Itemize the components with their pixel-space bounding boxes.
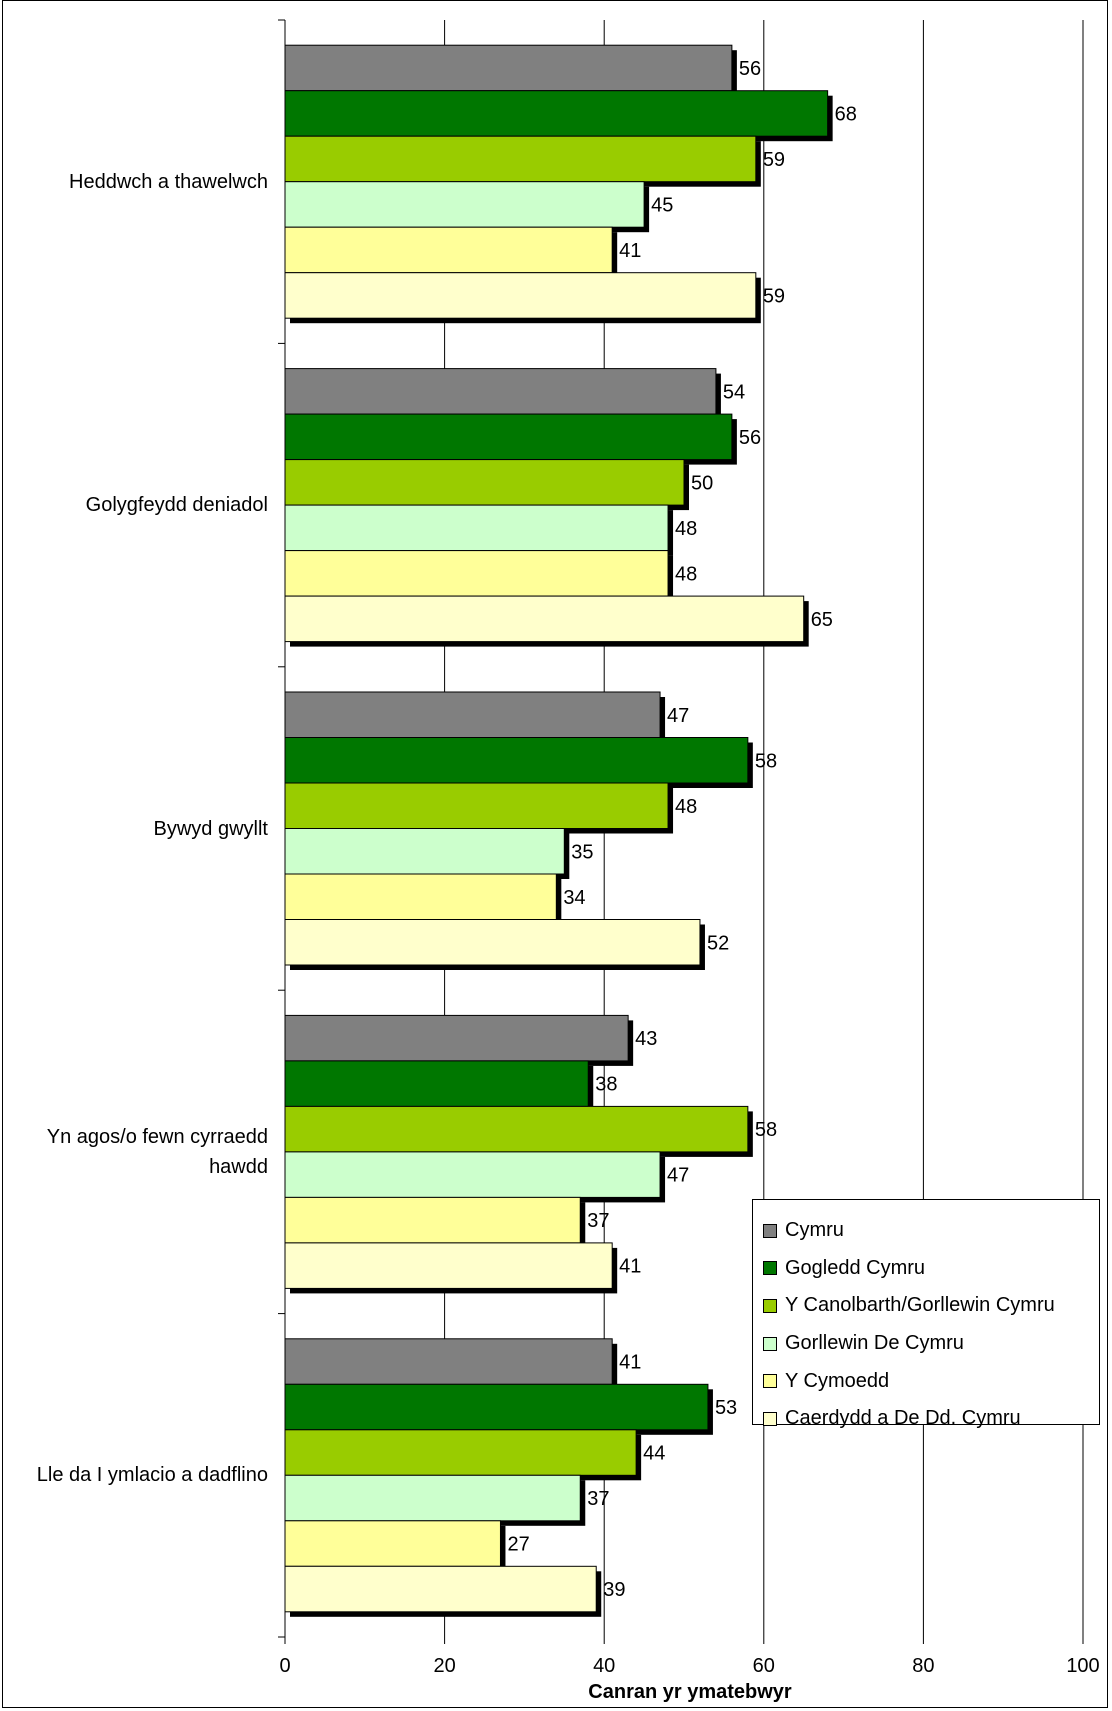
bar-value-label: 43 [635,1028,657,1050]
bar [284,595,805,643]
category-label: Heddwch a thawelwch [69,170,268,193]
legend-label: Caerdydd a De Dd. Cymru [785,1407,1021,1430]
category-label: Yn agos/o fewn cyrraedd hawdd [46,1125,268,1178]
legend-item: Gorllewin De Cymru [763,1325,1099,1363]
bar [284,550,669,597]
bar [284,1105,749,1153]
bar-value-label: 41 [619,240,641,262]
category-label: Lle da I ymlacio a dadflino [36,1464,268,1487]
bar [284,782,669,829]
bar-value-label: 65 [811,609,833,631]
bar [284,1565,597,1613]
bar [284,504,669,552]
legend-label: Y Canolbarth/Gorllewin Cymru [785,1294,1055,1317]
legend-swatch [763,1411,777,1426]
x-tick-label: 60 [753,1655,775,1677]
legend-swatch [763,1374,777,1389]
bar [284,1151,661,1198]
bars: 56 68 59 45 41 59 54 56 50 48 48 65 47 58 48 35 34 52 43 38… [284,44,857,1617]
bar [284,135,757,183]
bar-value-label: 41 [619,1256,641,1278]
bar [284,1429,637,1476]
bar [284,1196,581,1244]
legend-label: Cymru [785,1219,844,1242]
bar [284,1060,589,1107]
bar-value-label: 53 [715,1397,737,1419]
bar-value-label: 59 [763,285,785,307]
x-tick-label: 0 [279,1655,290,1677]
legend-item: Gogledd Cymru [763,1250,1099,1288]
legend-label: Y Cymoedd [785,1369,890,1392]
bar [284,1242,613,1289]
x-axis-title: Canran yr ymatebwyr [588,1681,792,1703]
legend: Cymru Gogledd Cymru Y Canolbarth/Gorllewin… [752,1199,1100,1429]
legend-item: Y Cymoedd [763,1362,1099,1400]
bar-value-label: 54 [723,381,745,403]
x-axis: 0 20 40 60 80 100 [278,19,1100,1677]
bar [284,413,733,461]
legend-label: Gorllewin De Cymru [785,1332,964,1355]
legend-label: Gogledd Cymru [785,1256,926,1279]
bar-value-label: 48 [675,796,697,818]
bar [284,1014,629,1062]
bar-value-label: 52 [707,932,729,954]
bar-value-label: 48 [675,518,697,540]
bar-value-label: 58 [755,750,777,772]
bar-value-label: 56 [739,58,761,80]
bar-value-label: 45 [651,194,673,216]
legend-swatch [763,1261,777,1276]
legend-item: Caerdydd a De Dd. Cymru [763,1400,1099,1438]
bar-value-label: 34 [563,887,585,909]
bar-value-label: 68 [835,103,857,125]
x-tick-label: 20 [433,1655,455,1677]
x-tick-label: 80 [912,1655,934,1677]
legend-item: Y Canolbarth/Gorllewin Cymru [763,1287,1099,1325]
bar-value-label: 47 [667,1165,689,1187]
bar [284,873,557,920]
bar-value-label: 48 [675,563,697,585]
bar-value-label: 56 [739,427,761,449]
bar [284,828,565,875]
bar-value-label: 35 [571,841,593,863]
bar [284,459,685,506]
bar [284,272,757,319]
legend-item: Cymru [763,1212,1099,1250]
bar-value-label: 58 [755,1119,777,1141]
bar-value-label: 47 [667,705,689,727]
bar [284,1520,501,1567]
bar [284,44,733,92]
bar [284,1474,581,1522]
bar-value-label: 59 [763,149,785,171]
bar-value-label: 39 [603,1579,625,1601]
bar-value-label: 37 [587,1210,609,1232]
x-tick-label: 100 [1066,1655,1099,1677]
bar-value-label: 41 [619,1352,641,1374]
bar-value-label: 37 [587,1488,609,1510]
bar [284,368,717,415]
bar [284,691,661,738]
legend-swatch [763,1223,777,1238]
legend-swatch [763,1298,777,1313]
bar [284,90,829,137]
bar-value-label: 38 [595,1074,617,1096]
bar [284,737,749,784]
x-tick-label: 40 [593,1655,615,1677]
bar-value-label: 27 [507,1534,529,1556]
bar [284,919,701,966]
bar [284,181,645,228]
legend-swatch [763,1336,777,1351]
bar [284,1383,709,1431]
bar [284,1338,613,1385]
bar [284,226,613,274]
category-label: Bywyd gwyllt [153,817,268,840]
legend-items: Cymru Gogledd Cymru Y Canolbarth/Gorllewin… [763,1212,1099,1438]
category-label: Golygfeydd deniadol [85,494,268,517]
bar-value-label: 50 [691,472,713,494]
bar-value-label: 44 [643,1443,665,1465]
